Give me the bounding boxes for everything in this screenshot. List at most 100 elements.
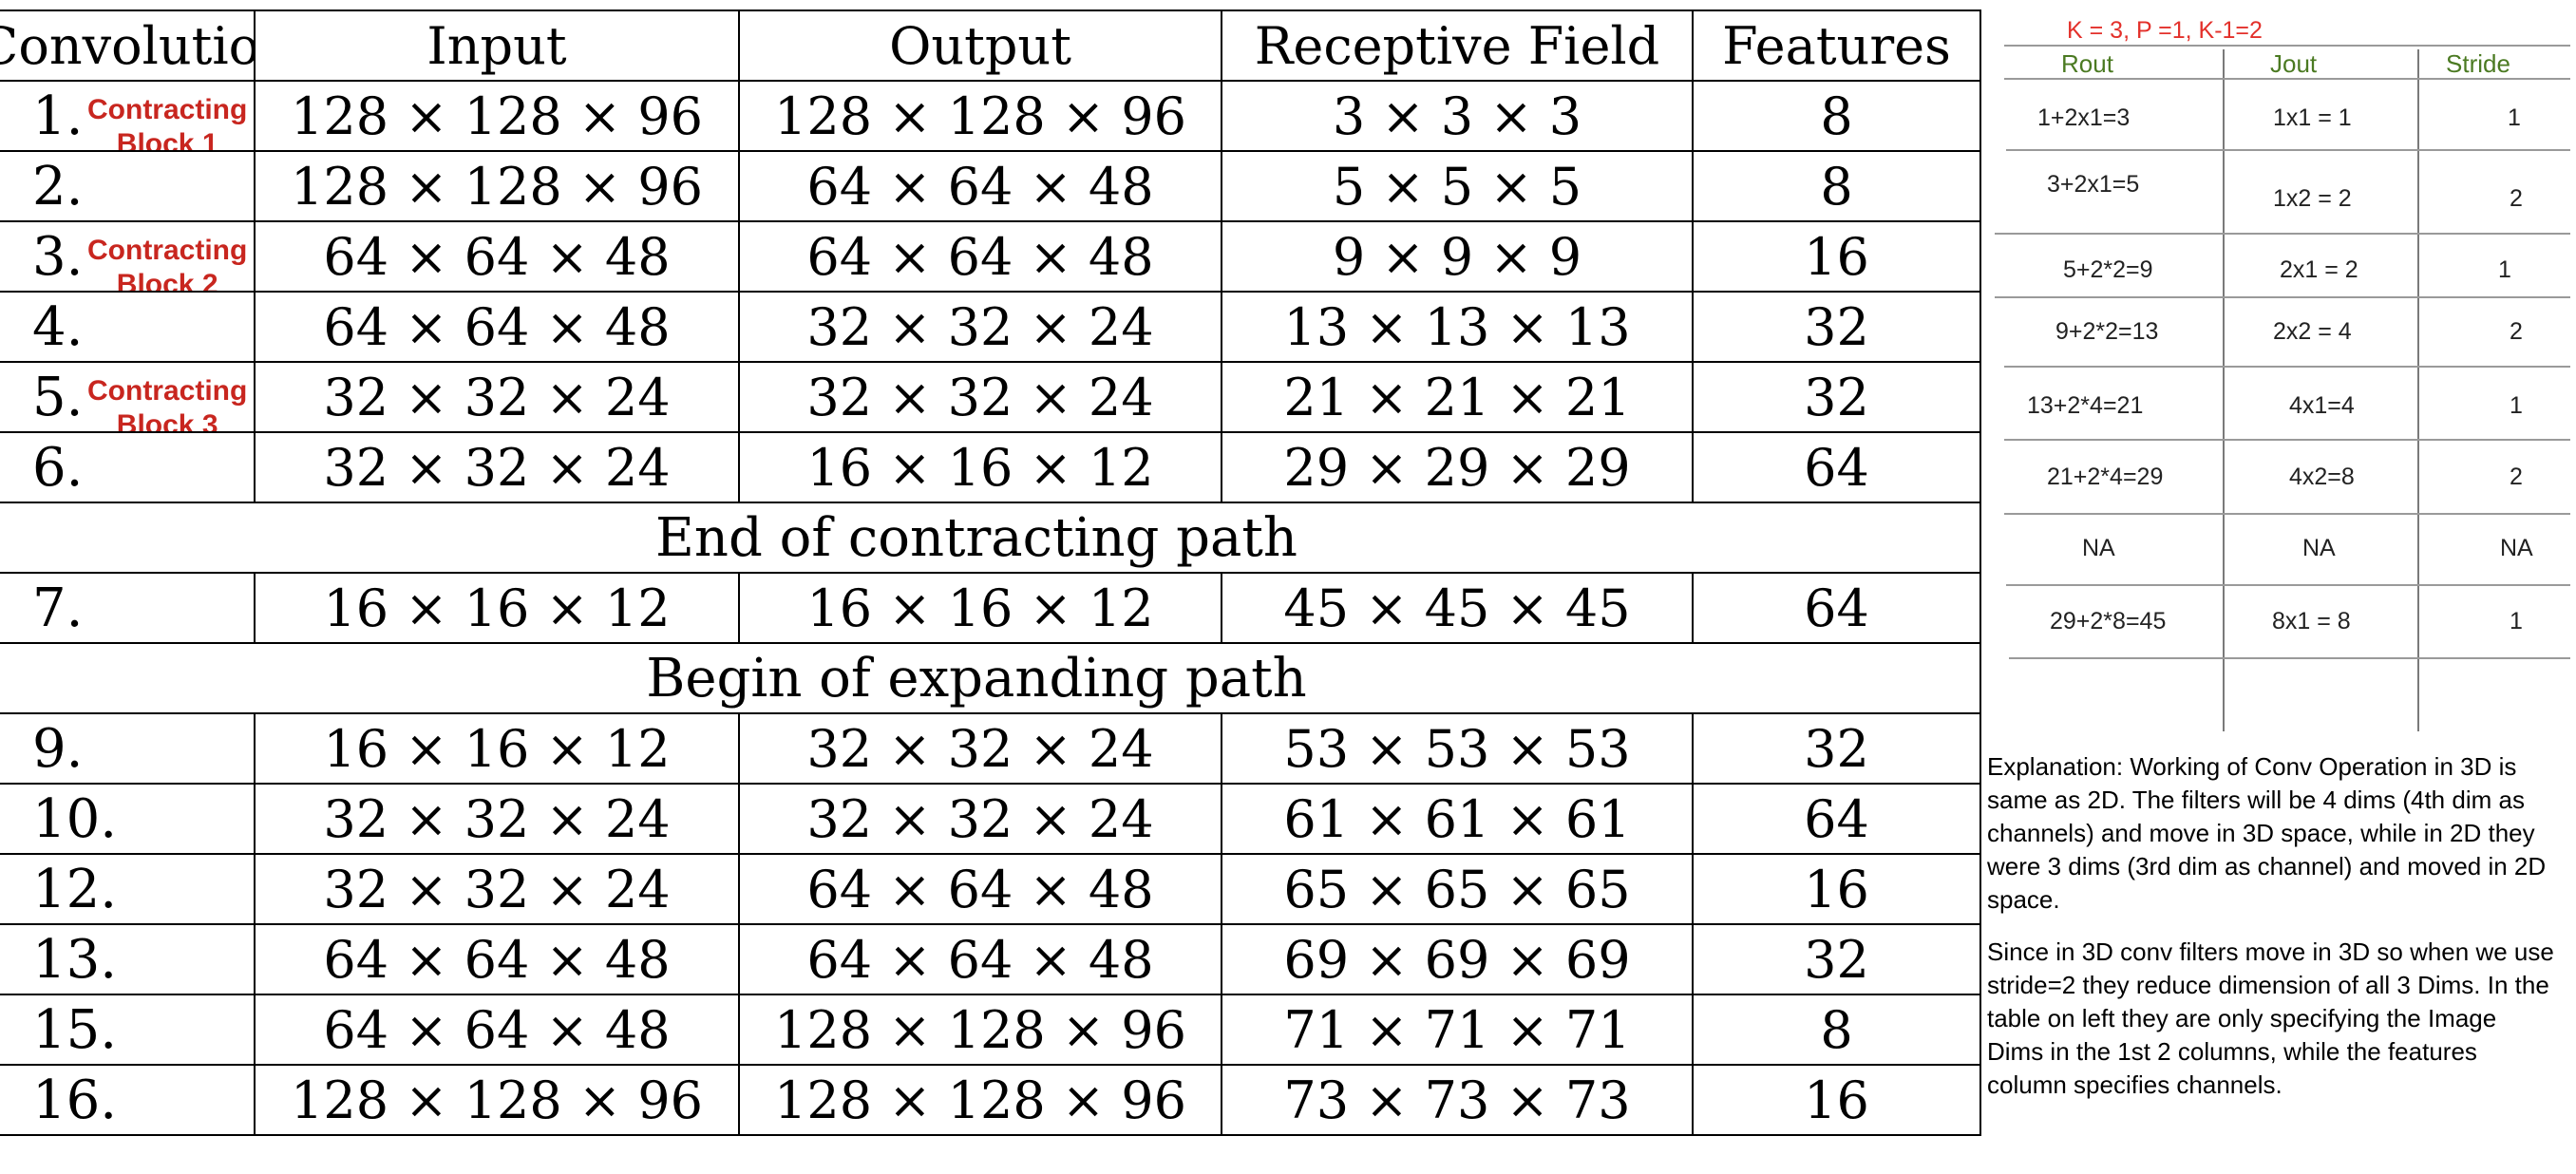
features-cell: 8 [1692, 150, 1981, 222]
output-cell: 128 × 128 × 96 [738, 80, 1222, 152]
notes-divider [1995, 233, 2570, 235]
notes-column-divider [2223, 49, 2225, 731]
jout-value: 4x2=8 [2289, 464, 2355, 490]
row-index-cell: 3. Contracting Block 2 [0, 220, 256, 293]
row-index: 15. [0, 994, 256, 1066]
row-index: 3. [32, 225, 84, 288]
input-cell: 64 × 64 × 48 [254, 994, 740, 1066]
table-row: 6. 32 × 32 × 24 16 × 16 × 12 29 × 29 × 2… [0, 431, 1981, 503]
row-index: 12. [0, 853, 256, 925]
input-cell: 32 × 32 × 24 [254, 431, 740, 503]
stride-value: 1 [2508, 104, 2521, 131]
table-header-row: Convolution Input Output Receptive Field… [0, 9, 1981, 82]
table-row: 9. 16 × 16 × 12 32 × 32 × 24 53 × 53 × 5… [0, 712, 1981, 785]
features-cell: 16 [1692, 853, 1981, 925]
header-output: Output [738, 9, 1222, 82]
features-cell: 64 [1692, 431, 1981, 503]
receptive-field-cell: 29 × 29 × 29 [1221, 431, 1694, 503]
row-index: 13. [0, 923, 256, 995]
rout-value: 21+2*4=29 [2047, 464, 2164, 490]
receptive-field-cell: 73 × 73 × 73 [1221, 1064, 1694, 1136]
input-cell: 64 × 64 × 48 [254, 291, 740, 363]
input-cell: 32 × 32 × 24 [254, 361, 740, 433]
receptive-field-cell: 65 × 65 × 65 [1221, 853, 1694, 925]
row-index: 1. [32, 85, 84, 147]
table-row: 7. 16 × 16 × 12 16 × 16 × 12 45 × 45 × 4… [0, 572, 1981, 644]
section-row: Begin of expanding path [0, 642, 1981, 714]
table-row: 12. 32 × 32 × 24 64 × 64 × 48 65 × 65 × … [0, 853, 1981, 925]
receptive-field-cell: 9 × 9 × 9 [1221, 220, 1694, 293]
table-row: 5. Contracting Block 3 32 × 32 × 24 32 × … [0, 361, 1981, 433]
receptive-field-cell: 3 × 3 × 3 [1221, 80, 1694, 152]
row-index: 4. [0, 291, 256, 363]
contracting-block-1-label: Contracting Block 1 [87, 94, 248, 151]
rout-value: 1+2x1=3 [2037, 104, 2131, 131]
input-cell: 32 × 32 × 24 [254, 853, 740, 925]
output-cell: 32 × 32 × 24 [738, 291, 1222, 363]
output-cell: 64 × 64 × 48 [738, 923, 1222, 995]
features-cell: 32 [1692, 291, 1981, 363]
rout-value: 5+2*2=9 [2063, 256, 2153, 283]
input-cell: 128 × 128 × 96 [254, 1064, 740, 1136]
notes-divider [2004, 513, 2570, 515]
receptive-field-cell: 13 × 13 × 13 [1221, 291, 1694, 363]
features-cell: 32 [1692, 923, 1981, 995]
notes-header-rout: Rout [2061, 49, 2113, 78]
output-cell: 64 × 64 × 48 [738, 150, 1222, 222]
receptive-field-cell: 69 × 69 × 69 [1221, 923, 1694, 995]
row-index: 9. [0, 712, 256, 785]
header-features: Features [1692, 9, 1981, 82]
table-row: 10. 32 × 32 × 24 32 × 32 × 24 61 × 61 × … [0, 783, 1981, 855]
stride-value: NA [2500, 535, 2533, 561]
receptive-field-cell: 61 × 61 × 61 [1221, 783, 1694, 855]
jout-value: 8x1 = 8 [2272, 608, 2351, 634]
header-input: Input [254, 9, 740, 82]
header-convolution: Convolution [0, 9, 256, 82]
features-cell: 8 [1692, 994, 1981, 1066]
row-index-cell: 1. Contracting Block 1 [0, 80, 256, 152]
input-cell: 32 × 32 × 24 [254, 783, 740, 855]
output-cell: 32 × 32 × 24 [738, 361, 1222, 433]
notes-divider [2004, 78, 2570, 80]
input-cell: 128 × 128 × 96 [254, 80, 740, 152]
features-cell: 16 [1692, 220, 1981, 293]
conv-layer-table: Convolution Input Output Receptive Field… [0, 9, 1981, 1136]
notes-divider [1995, 296, 2570, 298]
rout-value: 29+2*8=45 [2050, 608, 2167, 634]
features-cell: 32 [1692, 712, 1981, 785]
stride-value: 2 [2510, 464, 2523, 490]
contracting-block-3-label: Contracting Block 3 [87, 375, 248, 432]
input-cell: 128 × 128 × 96 [254, 150, 740, 222]
features-cell: 64 [1692, 783, 1981, 855]
row-index: 5. [32, 366, 84, 428]
output-cell: 32 × 32 × 24 [738, 783, 1222, 855]
stride-value: 1 [2510, 392, 2523, 419]
row-index: 10. [0, 783, 256, 855]
rout-value: NA [2082, 535, 2115, 561]
input-cell: 16 × 16 × 12 [254, 712, 740, 785]
notes-column-divider [2417, 49, 2419, 731]
features-cell: 32 [1692, 361, 1981, 433]
output-cell: 128 × 128 × 96 [738, 1064, 1222, 1136]
receptive-field-cell: 71 × 71 × 71 [1221, 994, 1694, 1066]
stride-value: 2 [2510, 318, 2523, 345]
output-cell: 64 × 64 × 48 [738, 853, 1222, 925]
output-cell: 32 × 32 × 24 [738, 712, 1222, 785]
features-cell: 64 [1692, 572, 1981, 644]
explanation-paragraph: Since in 3D conv filters move in 3D so w… [1987, 937, 2554, 1099]
rout-value: 13+2*4=21 [2027, 392, 2144, 419]
input-cell: 64 × 64 × 48 [254, 220, 740, 293]
rout-value: 3+2x1=5 [2047, 171, 2140, 198]
jout-value: 1x2 = 2 [2273, 185, 2352, 212]
explanation-paragraph: Explanation: Working of Conv Operation i… [1987, 752, 2547, 914]
row-index-cell: 5. Contracting Block 3 [0, 361, 256, 433]
notes-header-stride: Stride [2446, 49, 2510, 78]
output-cell: 128 × 128 × 96 [738, 994, 1222, 1066]
output-cell: 64 × 64 × 48 [738, 220, 1222, 293]
jout-value: 2x2 = 4 [2273, 318, 2352, 345]
notes-divider [2004, 45, 2570, 47]
jout-value: 1x1 = 1 [2273, 104, 2352, 131]
section-end-contracting: End of contracting path [0, 502, 1981, 574]
stride-value: 1 [2510, 608, 2523, 634]
table-row: 13. 64 × 64 × 48 64 × 64 × 48 69 × 69 × … [0, 923, 1981, 995]
